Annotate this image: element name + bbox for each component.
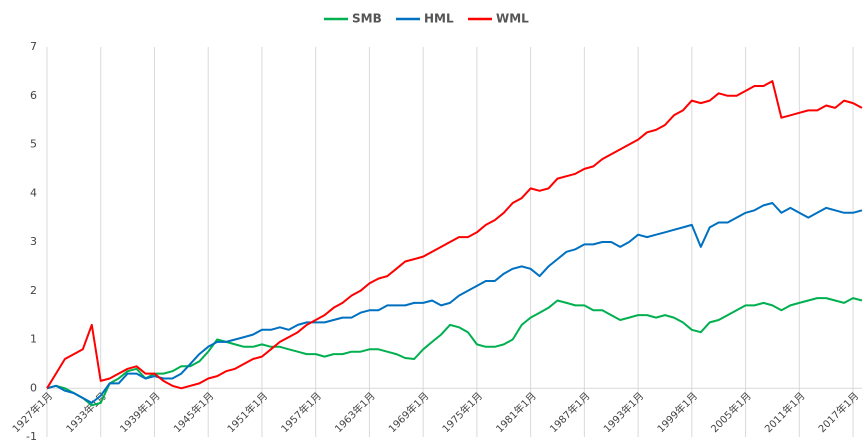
x-tick-label: 1951年1月	[224, 389, 270, 435]
y-tick-label: 2	[30, 284, 37, 297]
x-tick-label: 1963年1月	[332, 389, 378, 435]
x-tick-label: 2017年1月	[815, 389, 861, 435]
x-tick-label: 2011年1月	[762, 389, 808, 435]
x-tick-label: 1957年1月	[278, 389, 324, 435]
y-tick-label: 6	[30, 89, 37, 102]
x-tick-label: 1981年1月	[493, 389, 539, 435]
y-tick-label: 7	[30, 40, 37, 53]
x-tick-label: 1987年1月	[547, 389, 593, 435]
x-tick-label: 1999年1月	[654, 389, 700, 435]
x-tick-label: 1945年1月	[171, 389, 217, 435]
x-tick-label: 1993年1月	[601, 389, 647, 435]
y-tick-label: -1	[26, 430, 37, 443]
series-line	[46, 202, 863, 404]
y-tick-label: 3	[30, 235, 37, 248]
x-tick-label: 1933年1月	[63, 389, 109, 435]
y-tick-label: 5	[30, 138, 37, 151]
x-tick-label: 2005年1月	[708, 389, 754, 435]
y-tick-label: 1	[30, 333, 37, 346]
legend-label: HML	[424, 12, 454, 26]
x-tick-label: 1975年1月	[439, 389, 485, 435]
legend-label: SMB	[352, 12, 382, 26]
y-tick-label: 0	[30, 381, 37, 394]
x-tick-label: 1939年1月	[117, 389, 163, 435]
x-tick-label: 1927年1月	[9, 389, 55, 435]
series-line	[46, 297, 863, 407]
legend-label: WML	[496, 12, 529, 26]
series-line	[46, 80, 863, 390]
x-tick-label: 1969年1月	[386, 389, 432, 435]
y-tick-label: 4	[30, 186, 37, 199]
